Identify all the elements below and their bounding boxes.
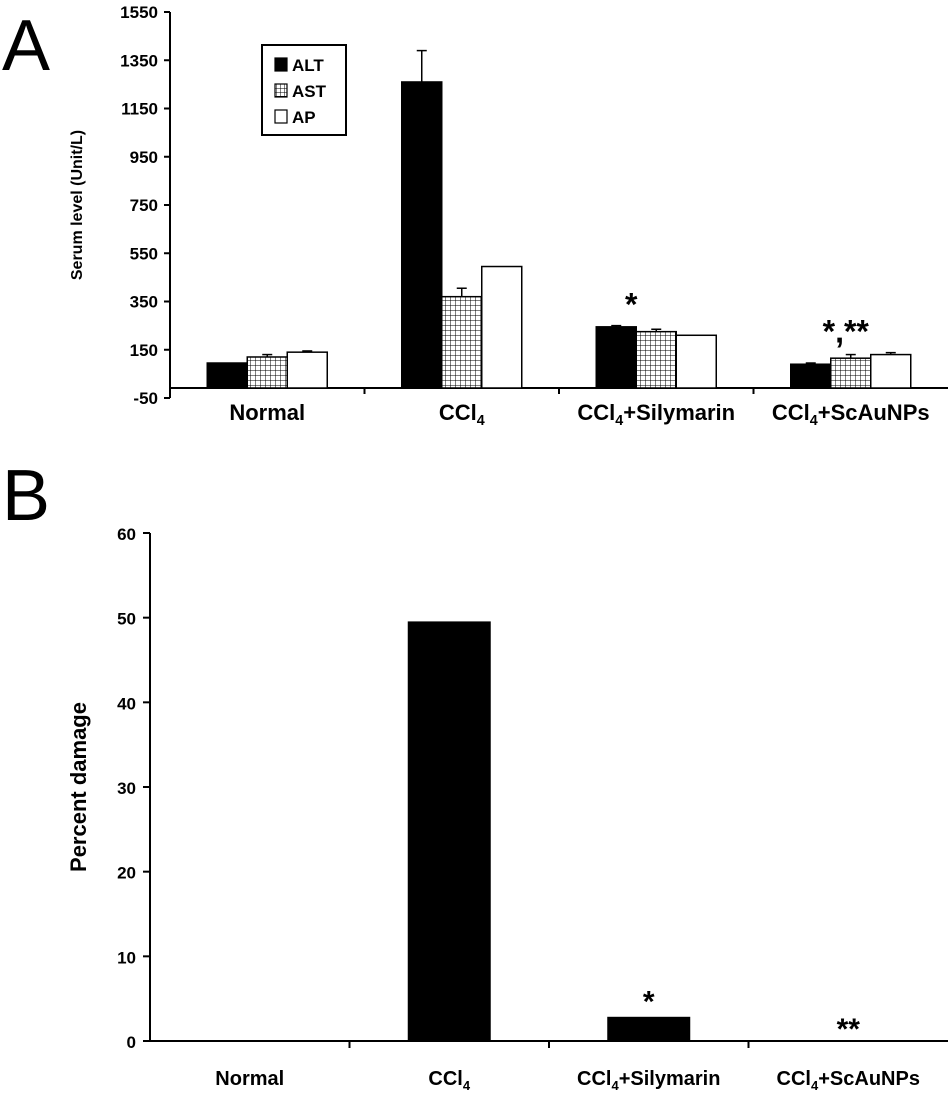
x-tick-label-b: Normal <box>215 1068 284 1090</box>
y-tick-label-a: 1150 <box>121 100 158 119</box>
significance-annotation-a: * <box>625 287 638 323</box>
y-tick-label-a: 350 <box>130 293 158 312</box>
bar-alt-ccl4 <box>401 81 443 389</box>
legend-label-ast: AST <box>292 82 327 101</box>
legend-label-ap: AP <box>292 108 316 127</box>
y-tick-label-a: -50 <box>133 389 158 408</box>
y-tick-label-b: 40 <box>117 694 136 713</box>
bar-ast-ccl4 <box>441 295 483 389</box>
y-tick-label-a: 1350 <box>120 51 158 70</box>
bar-ast-ccl4-silymarin <box>635 330 677 389</box>
y-tick-label-b: 50 <box>117 610 136 629</box>
legend-swatch-alt <box>274 57 288 72</box>
bar-ast-normal <box>246 356 288 389</box>
y-tick-label-b: 60 <box>117 525 136 544</box>
significance-annotation-b: * <box>643 985 655 1018</box>
x-tick-label-a: CCl4+ScAuNPs <box>772 400 930 429</box>
chart-b: 0 10 20 30 40 50 60 Percent damage Normal CCl4 CCl… <box>66 525 948 1093</box>
y-tick-label-b: 0 <box>127 1033 136 1052</box>
legend-label-alt: ALT <box>292 56 324 75</box>
chart-a: -50 150 350 550 750 950 1150 1350 1550 Serum leve… <box>69 3 948 429</box>
y-tick-label-b: 20 <box>117 864 136 883</box>
x-tick-label-a: CCl4 <box>439 400 485 429</box>
bar-ast-ccl4-scaunps <box>830 357 872 389</box>
bar-ap-ccl4-scaunps <box>870 353 912 389</box>
bar-ap-ccl4 <box>481 265 523 389</box>
y-tick-label-b: 30 <box>117 779 136 798</box>
legend-a: ALT AST AP <box>261 44 347 136</box>
significance-annotation-a: *,** <box>823 314 870 350</box>
y-tick-label-a: 750 <box>130 196 158 215</box>
legend-swatch-ast <box>274 83 288 98</box>
y-axis-title-b: Percent damage <box>66 702 91 872</box>
legend-swatch-ap <box>274 109 288 124</box>
y-tick-label-a: 1550 <box>120 3 158 22</box>
significance-annotation-b: ** <box>837 1013 861 1046</box>
panel-label-b: B <box>2 456 50 536</box>
bar-alt-ccl4-silymarin <box>595 326 637 389</box>
bar-ap-normal <box>286 351 328 389</box>
x-tick-label-a: Normal <box>229 400 305 425</box>
bar-alt-ccl4-scaunps <box>790 363 832 389</box>
x-tick-label-a: CCl4+Silymarin <box>577 400 735 429</box>
panel-label-a: A <box>2 6 50 86</box>
y-tick-label-a: 150 <box>130 341 158 360</box>
y-axis-title-a: Serum level (Unit/L) <box>69 130 86 280</box>
x-tick-label-b: CCl4+ScAuNPs <box>777 1068 920 1093</box>
x-tick-label-b: CCl4 <box>428 1068 470 1093</box>
x-tick-label-b: CCl4+Silymarin <box>577 1068 720 1093</box>
bar-ccl4-silymarin <box>607 1016 691 1042</box>
bar-alt-normal <box>206 362 248 389</box>
bar-ccl4 <box>407 621 491 1042</box>
y-tick-label-b: 10 <box>117 948 136 967</box>
y-tick-label-a: 950 <box>130 148 158 167</box>
bar-ap-ccl4-silymarin <box>675 334 717 389</box>
y-tick-label-a: 550 <box>130 244 158 263</box>
